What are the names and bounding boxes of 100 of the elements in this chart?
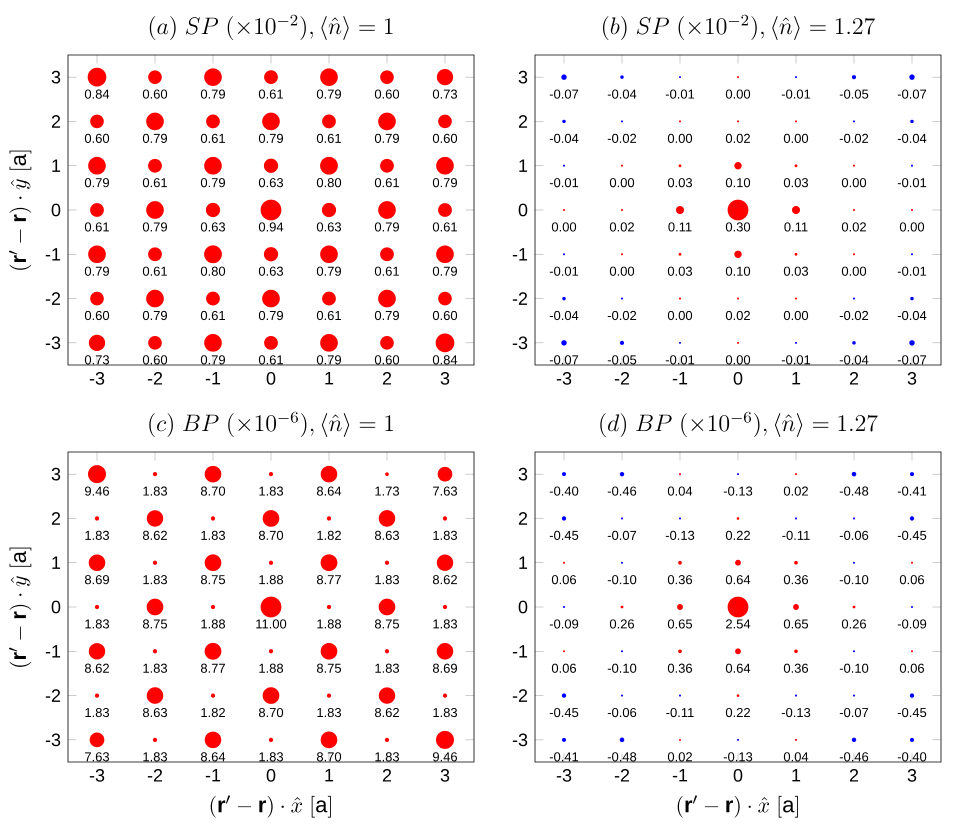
x-tick-label: 0 xyxy=(734,769,742,782)
annotation: 1.88 xyxy=(317,619,342,629)
annotation: -0.04 xyxy=(550,134,578,143)
annotation: 1.83 xyxy=(375,664,400,673)
annotation: 8.70 xyxy=(258,708,284,718)
annotation: 0.61 xyxy=(84,222,109,232)
annotation: 1.83 xyxy=(85,530,110,540)
annotation: 0.03 xyxy=(784,266,808,276)
y-tick-label: -1 xyxy=(46,645,60,658)
x-tick-label: -1 xyxy=(672,769,688,782)
annotation: 9.46 xyxy=(432,752,458,762)
annotation: 0.00 xyxy=(610,178,634,188)
y-axis-title: $(\mathbf{r}'-\mathbf{r})\cdot\hat{y}\ [\mathrm{a}]$ xyxy=(9,150,32,270)
annotation: -0.11 xyxy=(666,708,694,718)
annotation: -0.45 xyxy=(898,530,926,540)
y-tick-label: 2 xyxy=(518,512,528,525)
annotation: -0.01 xyxy=(550,266,578,276)
annotation: 0.60 xyxy=(432,134,458,143)
x-tick-label: 0 xyxy=(266,372,276,385)
y-tick-label: -1 xyxy=(512,248,528,260)
annotation: 8.70 xyxy=(200,486,226,496)
annotation: 1.83 xyxy=(259,486,284,496)
y-tick-label: -3 xyxy=(512,734,528,746)
annotation: -0.11 xyxy=(782,530,810,540)
annotation: 0.60 xyxy=(142,90,168,99)
annotation: 8.62 xyxy=(374,708,399,718)
annotation: 0.00 xyxy=(842,178,866,188)
x-tick-label: -1 xyxy=(206,769,220,782)
annotation: 0.06 xyxy=(900,664,924,673)
chart-title: $(d)\ BP\ (\times 10^{-6}),\langle \hat{n}\rangle = 1.27$ xyxy=(600,412,878,438)
annotation: 0.61 xyxy=(142,178,167,188)
annotation: -0.01 xyxy=(782,90,810,99)
annotation: -0.09 xyxy=(550,619,578,629)
annotation: 0.06 xyxy=(552,575,576,584)
annotation: 8.62 xyxy=(432,575,457,584)
annotation: -0.02 xyxy=(608,310,636,320)
annotation: 0.00 xyxy=(726,355,750,364)
annotation: 0.03 xyxy=(668,266,692,276)
annotation: -0.01 xyxy=(666,355,694,364)
annotation: 0.61 xyxy=(374,178,399,188)
annotation: -0.45 xyxy=(550,530,578,540)
y-tick-label: -2 xyxy=(512,292,528,305)
annotation: 0.79 xyxy=(258,310,283,320)
annotation: 0.79 xyxy=(200,355,225,364)
annotation: 1.73 xyxy=(375,486,400,496)
annotation: 0.36 xyxy=(668,575,692,584)
annotation: 8.64 xyxy=(200,752,226,762)
annotation: 0.61 xyxy=(258,355,283,364)
annotation: 1.83 xyxy=(317,708,342,718)
annotation: 0.63 xyxy=(200,222,226,232)
annotation: -0.05 xyxy=(608,355,636,364)
annotation: -0.01 xyxy=(550,178,578,188)
x-tick-label: 1 xyxy=(792,372,800,384)
y-tick-label: 1 xyxy=(519,160,528,172)
y-tick-label: -3 xyxy=(512,336,528,350)
x-tick-label: -2 xyxy=(148,769,162,782)
annotation: 0.61 xyxy=(142,266,167,276)
annotation: 0.02 xyxy=(842,222,866,232)
y-tick-label: -2 xyxy=(512,689,528,702)
annotation: -0.02 xyxy=(840,310,868,320)
annotation: -0.07 xyxy=(840,708,868,718)
annotation: 8.77 xyxy=(200,664,225,673)
annotation: 0.79 xyxy=(374,222,399,232)
annotation: 0.60 xyxy=(84,134,110,143)
annotation: 1.83 xyxy=(143,486,168,496)
annotation: -0.10 xyxy=(840,664,868,673)
annotation: 0.02 xyxy=(668,752,692,762)
annotation: 0.00 xyxy=(610,266,634,276)
annotation: 0.22 xyxy=(726,708,750,718)
annotation: 0.10 xyxy=(726,266,750,276)
annotation: 0.60 xyxy=(432,310,458,320)
annotation: 0.00 xyxy=(900,222,924,232)
annotation: 0.00 xyxy=(726,90,750,99)
chart-title: $(c)\ BP\ (\times 10^{-6}),\langle \hat{n}\rangle = 1$ xyxy=(149,412,394,438)
annotation: 0.60 xyxy=(84,310,110,320)
annotation: -0.06 xyxy=(840,530,868,540)
annotation: 0.06 xyxy=(552,664,576,673)
annotation: 0.79 xyxy=(84,178,109,188)
x-tick-label: -3 xyxy=(90,372,104,385)
annotation: 1.82 xyxy=(317,530,341,540)
annotation: -0.04 xyxy=(898,310,926,320)
annotation: 1.88 xyxy=(259,664,284,673)
x-tick-label: 1 xyxy=(792,769,800,782)
x-axis-title: $(\mathbf{r}'-\mathbf{r})\cdot\hat{x}\ [\mathrm{a}]$ xyxy=(210,795,331,818)
x-tick-label: 0 xyxy=(734,372,742,385)
x-tick-label: -2 xyxy=(148,372,162,385)
annotation: 0.61 xyxy=(374,266,399,276)
annotation: 0.00 xyxy=(784,310,808,320)
annotation: 0.00 xyxy=(552,222,576,232)
annotation: 0.79 xyxy=(432,178,457,188)
x-tick-label: 1 xyxy=(325,372,334,384)
annotation: 0.61 xyxy=(432,222,457,232)
annotation: 0.79 xyxy=(142,310,167,320)
y-tick-label: 3 xyxy=(518,70,528,84)
annotation: 0.61 xyxy=(200,310,225,320)
x-tick-label: 2 xyxy=(382,372,392,385)
y-tick-label: 3 xyxy=(518,468,528,481)
annotation: 1.83 xyxy=(201,530,226,540)
annotation: 0.06 xyxy=(900,575,924,584)
annotation: -0.10 xyxy=(840,575,868,584)
